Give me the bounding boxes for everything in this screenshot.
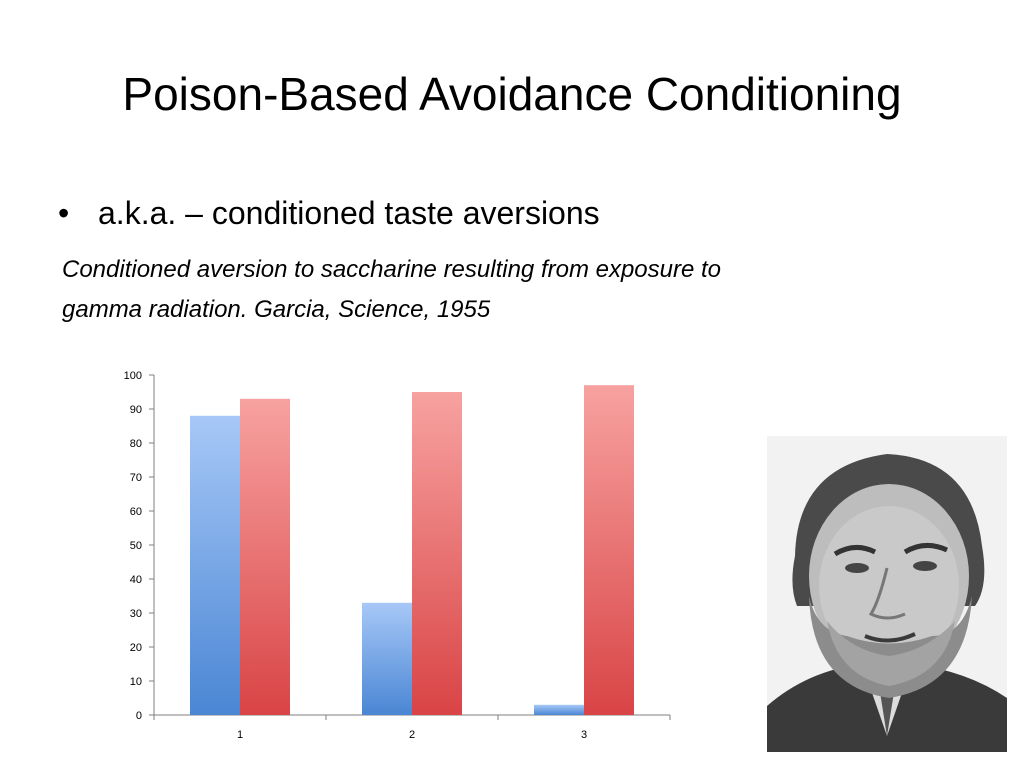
bullet-dot-icon: • [58, 195, 70, 231]
bar-series-2-cat-1 [240, 398, 290, 715]
x-tick-label: 1 [237, 729, 243, 741]
y-tick-label: 20 [130, 642, 142, 654]
bar-series-1-cat-2 [362, 602, 412, 715]
bar-series-2-cat-2 [412, 392, 462, 715]
y-tick-label: 60 [130, 506, 142, 518]
y-tick-label: 50 [130, 540, 142, 552]
y-tick-label: 80 [130, 438, 142, 450]
y-tick-label: 90 [130, 404, 142, 416]
portrait-photo-icon [767, 436, 1007, 752]
figure-caption: Conditioned aversion to saccharine resul… [62, 250, 962, 330]
y-tick-label: 100 [124, 370, 142, 382]
y-tick-label: 70 [130, 472, 142, 484]
caption-line-1: Conditioned aversion to saccharine resul… [62, 256, 722, 283]
x-tick-label: 2 [409, 729, 415, 741]
slide-title: Poison-Based Avoidance Conditioning [122, 68, 902, 120]
y-tick-label: 10 [130, 676, 142, 688]
bar-series-1-cat-3 [534, 704, 584, 715]
caption-line-2: gamma radiation. Garcia, Science, 1955 [62, 296, 491, 323]
y-tick-label: 40 [130, 574, 142, 586]
bar-series-1-cat-1 [190, 415, 240, 715]
y-tick-label: 0 [136, 710, 142, 722]
y-tick-label: 30 [130, 608, 142, 620]
x-tick-label: 3 [581, 729, 587, 741]
bullet-text: a.k.a. – conditioned taste aversions [98, 195, 600, 231]
bar-series-2-cat-3 [584, 385, 634, 715]
bullet-item: • a.k.a. – conditioned taste aversions [58, 193, 600, 233]
portrait-photo [767, 436, 1007, 752]
